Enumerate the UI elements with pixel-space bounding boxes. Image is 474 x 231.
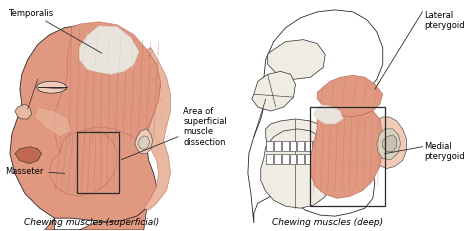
Polygon shape	[266, 119, 340, 176]
Polygon shape	[10, 25, 161, 222]
Polygon shape	[55, 23, 161, 154]
Polygon shape	[252, 72, 295, 112]
Polygon shape	[313, 106, 343, 124]
Polygon shape	[138, 136, 150, 150]
Text: Chewing muscles (superficial): Chewing muscles (superficial)	[24, 217, 159, 226]
Bar	[310, 108, 385, 206]
Polygon shape	[268, 40, 325, 80]
Polygon shape	[383, 135, 397, 152]
Text: Area of
superficial
muscle
dissection: Area of superficial muscle dissection	[121, 106, 227, 160]
Bar	[321, 141, 328, 151]
Text: Temporalis: Temporalis	[8, 9, 102, 54]
Polygon shape	[135, 129, 153, 154]
Bar	[329, 154, 336, 164]
Bar	[305, 154, 312, 164]
Polygon shape	[317, 76, 383, 118]
Polygon shape	[248, 11, 383, 223]
Polygon shape	[45, 208, 147, 230]
Bar	[313, 141, 320, 151]
Bar	[77, 132, 119, 194]
Bar	[273, 141, 281, 151]
Polygon shape	[261, 129, 337, 208]
Polygon shape	[377, 129, 401, 160]
Bar	[273, 154, 281, 164]
Bar	[305, 141, 312, 151]
Bar	[313, 154, 320, 164]
Polygon shape	[144, 48, 171, 210]
Bar	[282, 141, 289, 151]
Text: Lateral
pterygoid: Lateral pterygoid	[424, 11, 465, 30]
Polygon shape	[310, 108, 383, 198]
Bar	[298, 154, 304, 164]
Bar	[266, 154, 273, 164]
Bar	[329, 141, 336, 151]
Polygon shape	[79, 27, 139, 75]
Polygon shape	[15, 105, 32, 119]
Bar	[298, 141, 304, 151]
Bar	[321, 154, 328, 164]
Bar	[266, 141, 273, 151]
Bar	[290, 141, 296, 151]
Text: Medial
pterygoid: Medial pterygoid	[424, 141, 465, 161]
Polygon shape	[15, 147, 42, 164]
Bar	[290, 154, 296, 164]
Text: Chewing muscles (deep): Chewing muscles (deep)	[272, 217, 383, 226]
Text: Masseter: Masseter	[5, 167, 64, 176]
Polygon shape	[50, 131, 117, 196]
Ellipse shape	[36, 82, 66, 94]
Polygon shape	[35, 108, 72, 137]
Polygon shape	[373, 118, 407, 169]
Bar	[282, 154, 289, 164]
